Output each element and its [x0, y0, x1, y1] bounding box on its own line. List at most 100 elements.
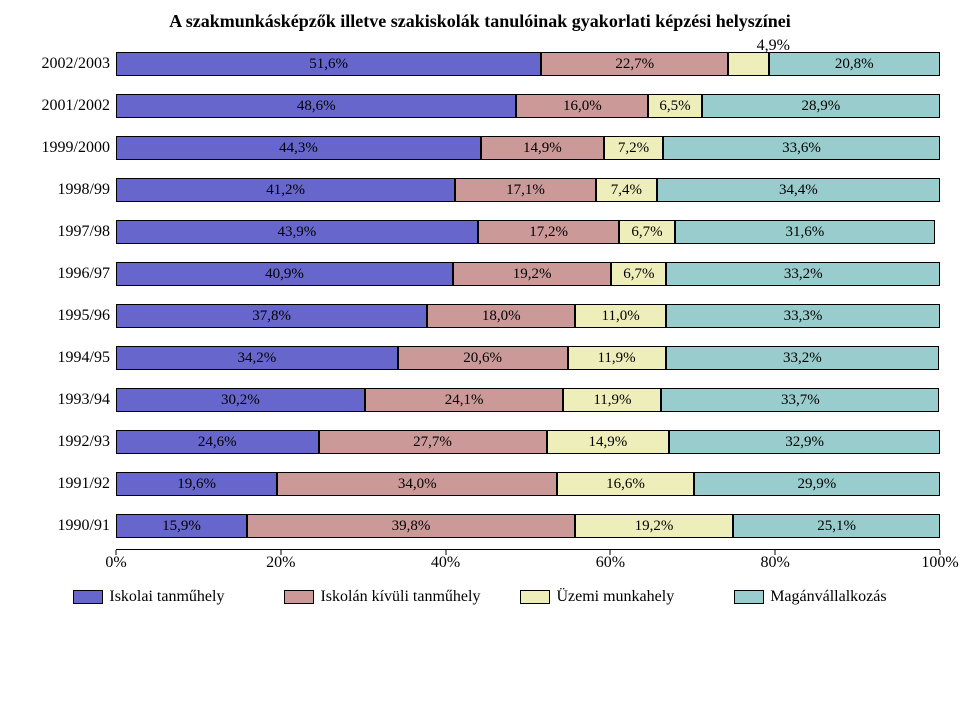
- bar-segment: 37,8%: [116, 304, 427, 328]
- bar-segment: 17,2%: [478, 220, 620, 244]
- legend-label: Iskolán kívüli tanműhely: [320, 588, 480, 606]
- legend-label: Iskolai tanműhely: [109, 588, 224, 606]
- row-bar-wrap: 44,3%14,9%7,2%33,6%: [116, 133, 940, 163]
- bar-row: 1997/9843,9%17,2%6,7%31,6%: [20, 213, 940, 251]
- bar-row: 1998/9941,2%17,1%7,4%34,4%: [20, 171, 940, 209]
- bar-rows-container: 2002/200351,6%22,7%20,8%2001/200248,6%16…: [20, 45, 940, 545]
- chart-area: 4,9% 2002/200351,6%22,7%20,8%2001/200248…: [20, 45, 940, 576]
- bar-group: 40,9%19,2%6,7%33,2%: [116, 262, 940, 286]
- bar-segment: 17,1%: [455, 178, 596, 202]
- bar-segment: 29,9%: [694, 472, 940, 496]
- bar-group: 43,9%17,2%6,7%31,6%: [116, 220, 940, 244]
- bar-segment: 48,6%: [116, 94, 516, 118]
- bar-segment: 20,6%: [398, 346, 568, 370]
- row-label: 1993/94: [20, 391, 116, 409]
- row-label: 1998/99: [20, 181, 116, 199]
- bar-segment: 44,3%: [116, 136, 481, 160]
- bar-group: 48,6%16,0%6,5%28,9%: [116, 94, 940, 118]
- axis-tick-label: 20%: [266, 554, 295, 572]
- axis-tick-label: 80%: [761, 554, 790, 572]
- axis-tick-label: 60%: [596, 554, 625, 572]
- bar-segment: 18,0%: [427, 304, 575, 328]
- bar-segment: 27,7%: [319, 430, 547, 454]
- bar-segment: 40,9%: [116, 262, 453, 286]
- row-label: 2002/2003: [20, 55, 116, 73]
- row-label: 1991/92: [20, 475, 116, 493]
- legend-swatch: [284, 590, 314, 604]
- legend-label: Magánvállalkozás: [770, 588, 886, 606]
- row-bar-wrap: 19,6%34,0%16,6%29,9%: [116, 469, 940, 499]
- legend-item: Magánvállalkozás: [734, 588, 886, 606]
- bar-group: 41,2%17,1%7,4%34,4%: [116, 178, 940, 202]
- bar-row: 2001/200248,6%16,0%6,5%28,9%: [20, 87, 940, 125]
- bar-row: 2002/200351,6%22,7%20,8%: [20, 45, 940, 83]
- bar-segment: 32,9%: [669, 430, 940, 454]
- bar-segment: 19,2%: [453, 262, 611, 286]
- bar-row: 1999/200044,3%14,9%7,2%33,6%: [20, 129, 940, 167]
- bar-group: 34,2%20,6%11,9%33,2%: [116, 346, 940, 370]
- bar-segment: 22,7%: [541, 52, 728, 76]
- bar-segment: 34,2%: [116, 346, 398, 370]
- bar-segment: 39,8%: [247, 514, 575, 538]
- legend-swatch: [520, 590, 550, 604]
- bar-segment: 6,5%: [648, 94, 702, 118]
- axis-tick-label: 100%: [921, 554, 958, 572]
- bar-group: 15,9%39,8%19,2%25,1%: [116, 514, 940, 538]
- row-bar-wrap: 51,6%22,7%20,8%: [116, 49, 940, 79]
- bar-segment: 7,4%: [596, 178, 657, 202]
- bar-segment: 30,2%: [116, 388, 365, 412]
- bar-segment: 7,2%: [604, 136, 663, 160]
- legend-swatch: [73, 590, 103, 604]
- row-label: 1995/96: [20, 307, 116, 325]
- axis-tick-label: 0%: [105, 554, 126, 572]
- row-bar-wrap: 41,2%17,1%7,4%34,4%: [116, 175, 940, 205]
- bar-segment: 34,4%: [657, 178, 940, 202]
- row-label: 1992/93: [20, 433, 116, 451]
- legend-item: Üzemi munkahely: [520, 588, 674, 606]
- row-bar-wrap: 37,8%18,0%11,0%33,3%: [116, 301, 940, 331]
- bar-segment: 34,0%: [277, 472, 557, 496]
- bar-segment: 16,0%: [516, 94, 648, 118]
- row-bar-wrap: 24,6%27,7%14,9%32,9%: [116, 427, 940, 457]
- bar-segment: 11,9%: [568, 346, 666, 370]
- row-bar-wrap: 34,2%20,6%11,9%33,2%: [116, 343, 940, 373]
- bar-segment: 33,6%: [663, 136, 940, 160]
- bar-row: 1994/9534,2%20,6%11,9%33,2%: [20, 339, 940, 377]
- bar-segment: 11,9%: [563, 388, 661, 412]
- bar-segment: 14,9%: [481, 136, 604, 160]
- bar-row: 1992/9324,6%27,7%14,9%32,9%: [20, 423, 940, 461]
- bar-row: 1991/9219,6%34,0%16,6%29,9%: [20, 465, 940, 503]
- legend-row: Iskolai tanműhely Iskolán kívüli tanműhel…: [73, 588, 480, 606]
- bar-segment: 28,9%: [702, 94, 940, 118]
- bar-segment: 6,7%: [619, 220, 674, 244]
- row-bar-wrap: 48,6%16,0%6,5%28,9%: [116, 91, 940, 121]
- bar-segment: 24,6%: [116, 430, 319, 454]
- bar-segment: 16,6%: [557, 472, 694, 496]
- bar-row: 1995/9637,8%18,0%11,0%33,3%: [20, 297, 940, 335]
- bar-segment: 43,9%: [116, 220, 478, 244]
- row-label: 1994/95: [20, 349, 116, 367]
- axis-tick-label: 40%: [431, 554, 460, 572]
- bar-segment: 14,9%: [547, 430, 670, 454]
- bar-segment: 33,3%: [666, 304, 940, 328]
- bar-segment: 33,7%: [661, 388, 939, 412]
- bar-segment: 31,6%: [675, 220, 935, 244]
- row-label: 1996/97: [20, 265, 116, 283]
- bar-segment: 41,2%: [116, 178, 455, 202]
- bar-segment: 25,1%: [733, 514, 940, 538]
- x-axis: 0%20%40%60%80%100%: [116, 549, 940, 576]
- legend-item: Iskolai tanműhely: [73, 588, 224, 606]
- bar-segment: 11,0%: [575, 304, 666, 328]
- bar-group: 44,3%14,9%7,2%33,6%: [116, 136, 940, 160]
- bar-group: 30,2%24,1%11,9%33,7%: [116, 388, 940, 412]
- legend-label: Üzemi munkahely: [556, 588, 674, 606]
- legend-item: Iskolán kívüli tanműhely: [284, 588, 480, 606]
- bar-group: 24,6%27,7%14,9%32,9%: [116, 430, 940, 454]
- bar-group: 37,8%18,0%11,0%33,3%: [116, 304, 940, 328]
- row-bar-wrap: 30,2%24,1%11,9%33,7%: [116, 385, 940, 415]
- bar-segment: 20,8%: [769, 52, 940, 76]
- legend: Iskolai tanműhely Iskolán kívüli tanműhel…: [10, 584, 950, 606]
- bar-segment: 33,2%: [666, 346, 940, 370]
- legend-row: Üzemi munkahely Magánvállalkozás: [520, 588, 886, 606]
- bar-group: 19,6%34,0%16,6%29,9%: [116, 472, 940, 496]
